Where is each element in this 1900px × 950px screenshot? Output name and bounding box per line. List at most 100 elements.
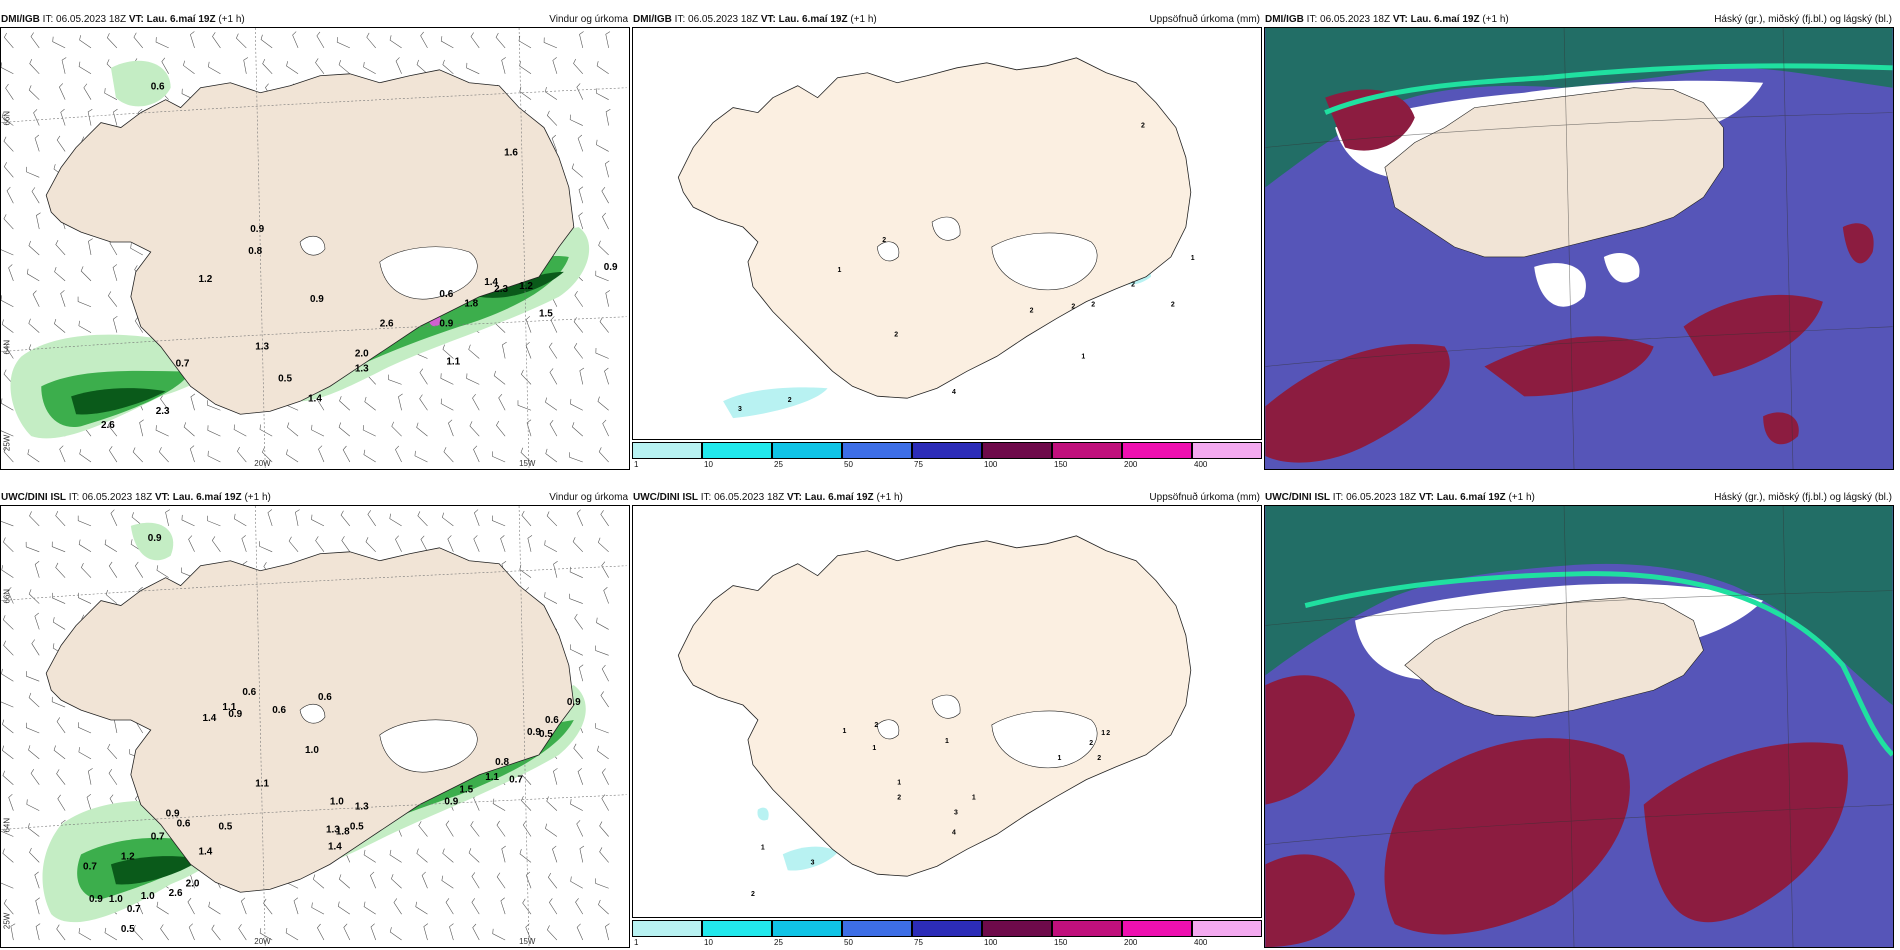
precip-label: 0.6 bbox=[242, 687, 256, 698]
wind-barb bbox=[553, 561, 558, 578]
lead-time: (+1 h) bbox=[876, 492, 903, 503]
wind-barb bbox=[338, 422, 351, 437]
precip-label: 1.1 bbox=[222, 702, 236, 713]
wind-barb bbox=[286, 449, 299, 463]
wind-barb bbox=[78, 592, 92, 604]
wind-barb bbox=[286, 61, 299, 75]
precip-dark-area bbox=[479, 271, 564, 298]
precip-dark-area bbox=[71, 388, 166, 415]
wind-barb bbox=[525, 871, 532, 889]
issue-time: 06.05.2023 18Z bbox=[714, 492, 785, 503]
lat-label-64: 64N bbox=[2, 818, 11, 833]
wind-barb bbox=[33, 109, 40, 126]
cloud-green-edge bbox=[1304, 571, 1893, 757]
panel-uwc-accum: UWC/DINI ISL IT: 06.05.2023 18Z VT: Lau.… bbox=[632, 490, 1262, 948]
wind-barb bbox=[597, 537, 609, 553]
wind-barb bbox=[552, 845, 558, 863]
wind-barb bbox=[447, 535, 454, 552]
wind-barb bbox=[285, 927, 299, 941]
wind-barb bbox=[183, 422, 195, 437]
wind-barb bbox=[603, 587, 609, 604]
colorbar-tick: 1 bbox=[634, 938, 639, 947]
precip-label: 2.3 bbox=[156, 406, 170, 417]
wind-barb bbox=[31, 639, 40, 656]
wind-barb bbox=[261, 447, 273, 463]
colorbar-swatch bbox=[912, 442, 982, 459]
precip-label: 0.8 bbox=[495, 757, 509, 768]
map-cloud bbox=[1264, 505, 1894, 948]
wind-barb bbox=[598, 240, 609, 256]
wind-barb bbox=[367, 510, 376, 527]
wind-barb bbox=[1, 565, 14, 578]
colorbar-swatch bbox=[772, 442, 842, 459]
valid-time: Lau. 6.maí 19Z bbox=[1436, 492, 1506, 503]
cloud-map-svg bbox=[1265, 28, 1893, 469]
wind-barb bbox=[338, 60, 351, 75]
wind-barb bbox=[52, 36, 66, 49]
cloud-white-gap bbox=[1603, 253, 1640, 283]
lat-label-66: 66N bbox=[2, 111, 11, 126]
wind-barb bbox=[259, 424, 273, 437]
wind-barb bbox=[600, 691, 609, 708]
wind-barb bbox=[3, 214, 14, 230]
wind-barb bbox=[570, 799, 583, 811]
wind-barb bbox=[10, 923, 16, 941]
wind-barb bbox=[2, 848, 14, 863]
panel-header: DMI/IGB IT: 06.05.2023 18Z VT: Lau. 6.ma… bbox=[1265, 14, 1892, 25]
precip-labels: 0.6 1.6 0.9 0.8 1.2 0.9 1.3 0.7 0.5 2.3 … bbox=[101, 82, 618, 431]
wind-barb bbox=[34, 871, 40, 889]
wind-barb bbox=[236, 446, 247, 463]
wind-barb bbox=[421, 871, 428, 889]
wind-barb bbox=[338, 874, 351, 889]
wind-barb bbox=[26, 268, 40, 282]
valid-time: Lau. 6.maí 19Z bbox=[778, 14, 848, 25]
precip-label: 0.6 bbox=[177, 819, 191, 830]
wind-barb bbox=[207, 515, 221, 527]
wind-barb bbox=[161, 57, 169, 74]
map-accum: 1 2 1 1 1 2 1 2 3 4 2 1 1 3 2 2 1 bbox=[632, 505, 1262, 918]
colorbar-swatch bbox=[842, 920, 912, 937]
accum-label: 2 bbox=[751, 891, 755, 898]
wind-barb bbox=[8, 264, 14, 281]
wind-barb bbox=[391, 421, 402, 437]
wind-barb bbox=[29, 847, 40, 863]
accum-label: 2 bbox=[1106, 730, 1110, 737]
wind-barb bbox=[596, 617, 609, 630]
wind-barb bbox=[448, 419, 454, 437]
wind-barb bbox=[545, 448, 558, 463]
precip-label: 1.4 bbox=[308, 393, 322, 404]
cloud-white-gap bbox=[1534, 263, 1586, 307]
wind-barb bbox=[416, 59, 428, 75]
colorbar-tick: 150 bbox=[1054, 938, 1068, 947]
panel-title: Uppsöfnuð úrkoma (mm) bbox=[1149, 14, 1260, 25]
wind-barb bbox=[28, 692, 40, 708]
lead-time: (+1 h) bbox=[1508, 492, 1535, 503]
wind-barb bbox=[605, 108, 611, 126]
wind-barb bbox=[575, 898, 584, 915]
wind-barb bbox=[599, 821, 609, 837]
glacier bbox=[931, 216, 961, 241]
wind-barb bbox=[573, 58, 584, 74]
precip-label: 0.9 bbox=[228, 709, 242, 720]
wind-barb bbox=[521, 795, 532, 811]
precip-label: 2.6 bbox=[101, 420, 115, 431]
wind-barb bbox=[3, 447, 14, 463]
wind-barb bbox=[595, 270, 609, 282]
wind-barb bbox=[365, 537, 376, 553]
accum-label: 1 bbox=[761, 844, 765, 851]
wind-barb bbox=[288, 536, 299, 552]
wind-barb bbox=[112, 264, 118, 281]
precip-label: 1.5 bbox=[459, 785, 473, 796]
precip-label: 1.1 bbox=[446, 356, 460, 367]
wind-barb bbox=[32, 290, 40, 307]
wind-barb bbox=[28, 589, 40, 604]
wind-barb bbox=[78, 539, 92, 553]
colorbar-tick: 25 bbox=[774, 938, 783, 947]
precip-light-area bbox=[110, 60, 171, 107]
wind-barb bbox=[30, 769, 40, 785]
wind-barb bbox=[243, 57, 249, 74]
wind-barb bbox=[517, 400, 532, 411]
wind-barb bbox=[188, 535, 195, 552]
wind-barb bbox=[496, 420, 506, 437]
wind-barb bbox=[545, 823, 558, 837]
